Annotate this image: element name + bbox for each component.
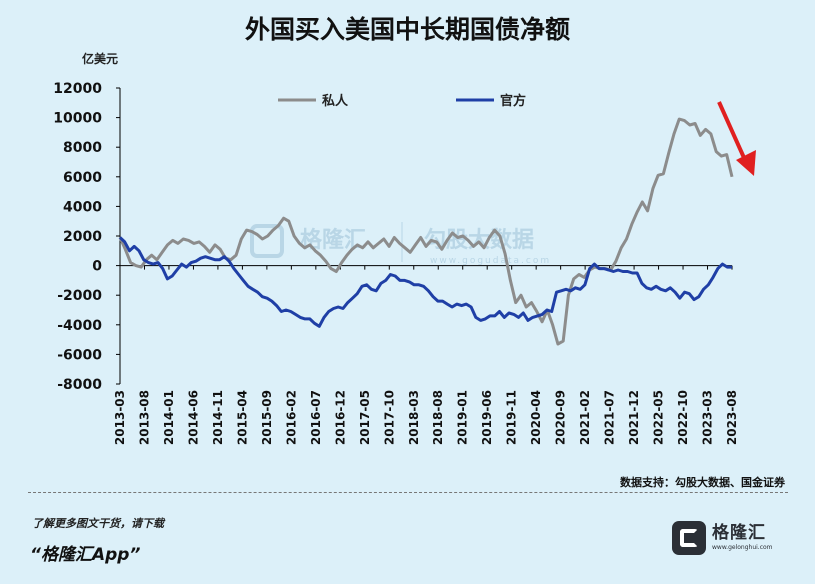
legend-label-private: 私人 — [322, 93, 349, 109]
y-tick-label: 8000 — [63, 140, 102, 156]
y-axis-unit: 亿美元 — [82, 52, 119, 66]
x-tick-label: 2021-02 — [578, 390, 592, 445]
x-tick-label: 2016-02 — [284, 390, 298, 445]
x-tick-label: 2023-03 — [701, 390, 715, 445]
x-tick-label: 2016-12 — [333, 390, 347, 445]
x-tick-label: 2013-03 — [113, 390, 127, 445]
y-tick-label: 12000 — [53, 81, 102, 97]
x-tick-label: 2017-05 — [358, 390, 372, 445]
y-tick-label: 6000 — [63, 170, 102, 186]
logo-g-icon — [672, 521, 706, 555]
app-name: “格隆汇App” — [30, 545, 141, 565]
x-tick-label: 2021-12 — [627, 390, 641, 445]
y-tick-label: 0 — [92, 259, 102, 275]
x-tick-label: 2013-08 — [137, 390, 151, 445]
gelonghui-logo[interactable]: 格隆汇 www.gelonghui.com — [672, 518, 792, 558]
series-line-private — [118, 117, 734, 346]
x-tick-label: 2015-04 — [235, 390, 249, 445]
x-tick-label: 2022-10 — [676, 390, 690, 445]
red-arrow-head-icon — [736, 150, 756, 176]
x-tick-label: 2019-01 — [456, 390, 470, 445]
x-tick-label: 2018-03 — [407, 390, 421, 445]
logo-name: 格隆汇 — [712, 523, 766, 543]
x-tick-label: 2020-09 — [554, 390, 568, 445]
legend-label-official: 官方 — [500, 93, 526, 109]
watermark-url: www.gogudata.com — [430, 256, 551, 266]
y-tick-label: -4000 — [57, 318, 102, 334]
series-line-official — [118, 236, 732, 328]
x-tick-label: 2022-05 — [652, 390, 666, 445]
logo-url: www.gelonghui.com — [712, 544, 773, 551]
watermark-logo-icon — [250, 224, 284, 258]
red-arrow-shaft — [717, 101, 747, 161]
data-source: 数据支持：勾股大数据、国金证券 — [620, 476, 785, 489]
divider — [28, 492, 788, 493]
x-tick-label: 2020-04 — [529, 390, 543, 445]
y-tick-label: 2000 — [63, 229, 102, 245]
x-tick-label: 2019-06 — [480, 390, 494, 445]
x-tick-label: 2015-09 — [260, 390, 274, 445]
x-tick-label: 2017-10 — [382, 390, 396, 445]
x-tick-label: 2014-06 — [186, 390, 200, 445]
y-tick-label: 10000 — [53, 111, 102, 127]
x-tick-label: 2023-08 — [725, 390, 739, 445]
watermark-brand: 格隆汇 — [300, 227, 366, 253]
download-tip: 了解更多图文干货，请下载 — [32, 517, 164, 530]
y-tick-label: 4000 — [63, 199, 102, 215]
x-tick-label: 2018-08 — [431, 390, 445, 445]
x-tick-label: 2014-11 — [211, 390, 225, 445]
x-tick-label: 2021-07 — [603, 390, 617, 445]
y-tick-label: -8000 — [57, 377, 102, 393]
chart-title: 外国买入美国中长期国债净额 — [244, 15, 570, 44]
y-tick-label: -6000 — [57, 347, 102, 363]
x-tick-label: 2014-01 — [162, 390, 176, 445]
x-tick-label: 2019-11 — [505, 390, 519, 445]
y-tick-label: -2000 — [57, 288, 102, 304]
x-tick-label: 2016-07 — [309, 390, 323, 445]
